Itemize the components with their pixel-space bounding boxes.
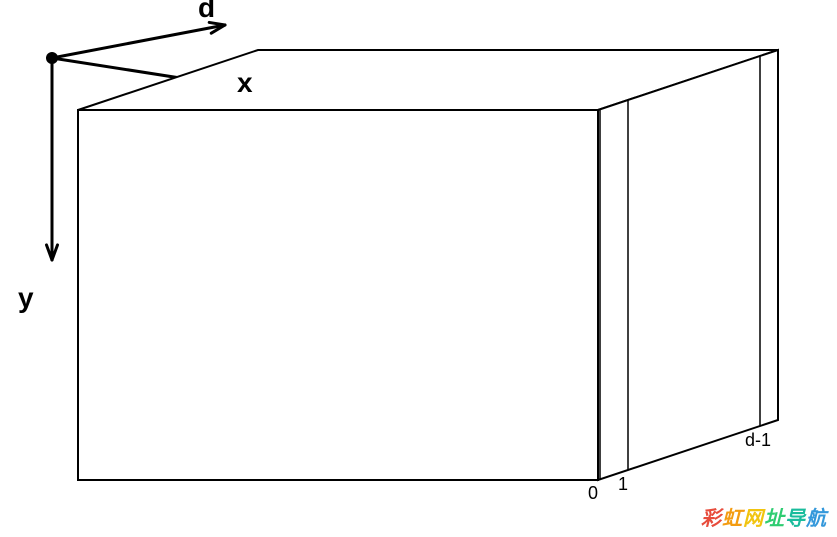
diagram-svg (0, 0, 837, 537)
axis-d-label: d (198, 0, 215, 24)
slice-label-0: 0 (588, 483, 598, 504)
axis-y-label: y (18, 282, 34, 314)
slice-label-d-1: d-1 (745, 430, 771, 451)
slice-label-1: 1 (618, 474, 628, 495)
watermark-text: 彩虹网址导航 (701, 502, 827, 531)
axis-x-label: x (237, 67, 253, 99)
